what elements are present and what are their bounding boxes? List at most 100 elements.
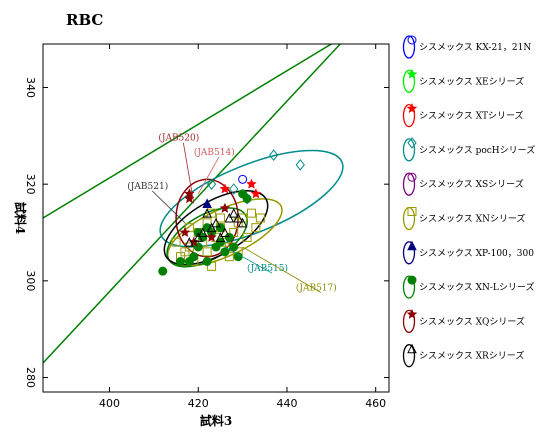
legend-ellipse-0 — [402, 35, 416, 59]
legend-ellipse-5 — [402, 206, 416, 231]
point-s9-1 — [193, 232, 204, 242]
point-s3-3 — [229, 183, 239, 195]
legend-marker-0 — [407, 35, 417, 45]
legend-marker-8 — [406, 308, 418, 319]
point-s8-2 — [219, 202, 231, 213]
point-s7-3 — [202, 257, 212, 266]
legend-label-4: シスメックス XSシリーズ — [419, 178, 524, 190]
point-s5-13 — [242, 232, 252, 242]
legend-ellipse-2 — [402, 103, 416, 128]
legend-ellipse-3 — [402, 138, 416, 162]
x-axis-label: 試料3 — [200, 413, 232, 428]
y-tick-label-3: 340 — [24, 77, 37, 98]
x-tick-label-2: 440 — [276, 397, 297, 410]
axes-frame — [42, 43, 390, 393]
legend-marker-4 — [407, 172, 417, 182]
legend-marker-7 — [407, 275, 417, 285]
point-s8-5 — [206, 231, 217, 242]
legend-marker-5 — [407, 207, 417, 216]
point-s3-0 — [206, 178, 217, 190]
y-axis-label: 試料4 — [13, 202, 28, 234]
legend-label-8: シスメックス XQシリーズ — [419, 315, 525, 327]
y-tick-label-1: 300 — [24, 270, 37, 291]
point-s0-0 — [238, 174, 248, 184]
legend-label-5: シスメックス XNシリーズ — [419, 213, 525, 225]
annotation-label-3: (JAB515) — [247, 263, 288, 274]
x-tick-label-1: 420 — [188, 397, 209, 410]
point-s7-0 — [158, 266, 168, 276]
legend-ellipse-4 — [402, 172, 416, 196]
point-s9-6 — [224, 212, 235, 223]
legend-ellipse-7 — [402, 275, 416, 299]
chart-title: RBC — [66, 11, 103, 29]
legend-label-1: シスメックス XEシリーズ — [419, 75, 524, 87]
point-s3-2 — [295, 159, 305, 171]
point-s2-0 — [219, 183, 231, 194]
legend-label-0: シスメックス KX-21，21N — [419, 42, 531, 53]
point-s9-10 — [202, 208, 212, 218]
point-s5-9 — [224, 252, 234, 262]
annotation-leader-2 — [152, 190, 186, 224]
annotation-leader-4 — [242, 246, 322, 293]
y-tick-label-0: 280 — [24, 367, 37, 388]
point-s7-10 — [233, 252, 243, 262]
x-tick-label-0: 400 — [99, 397, 120, 410]
legend-ellipse-8 — [402, 309, 416, 334]
point-s8-3 — [179, 226, 191, 238]
point-s5-5 — [207, 261, 217, 271]
legend-label-9: シスメックス XRシリーズ — [419, 350, 524, 362]
annotation-leader-0 — [182, 142, 195, 204]
plot-clip-group — [43, 44, 344, 364]
annotation-label-4: (JAB517) — [296, 283, 337, 294]
point-s5-19 — [180, 247, 190, 257]
point-s2-1 — [250, 188, 262, 199]
legend-ellipse-6 — [402, 241, 416, 265]
confidence-ellipse-3 — [159, 149, 344, 248]
reference-line-1 — [43, 44, 341, 364]
point-s7-15 — [176, 257, 186, 266]
legend-marker-1 — [406, 68, 418, 79]
point-s9-3 — [206, 222, 217, 233]
point-s9-7 — [228, 208, 239, 218]
plot-area: (JAB520) (JAB514) (JAB521) (JAB515) (JAB517)… — [24, 43, 390, 410]
legend-label-7: シスメックス XN-Lシリーズ — [419, 281, 534, 293]
point-s9-5 — [220, 227, 230, 237]
point-s5-4 — [202, 247, 212, 257]
point-s7-14 — [189, 252, 199, 262]
legend-ellipse-1 — [402, 69, 416, 93]
annotation-label-0: (JAB520) — [158, 133, 199, 144]
x-tick-label-3: 460 — [365, 397, 386, 410]
point-s9-4 — [211, 217, 221, 228]
legend-marker-2 — [406, 102, 418, 114]
point-s5-14 — [246, 208, 256, 218]
point-s9-8 — [233, 212, 243, 223]
legend-marker-3 — [407, 137, 417, 149]
point-s7-12 — [242, 194, 252, 204]
legend-label-2: シスメックス XTシリーズ — [419, 110, 524, 122]
point-s5-16 — [255, 213, 265, 223]
annotation-leader-1 — [197, 156, 220, 195]
point-s5-21 — [215, 213, 225, 223]
point-s6-0 — [202, 198, 212, 208]
point-s7-8 — [224, 232, 234, 242]
point-s9-9 — [237, 217, 248, 228]
point-s5-24 — [171, 237, 181, 247]
point-s9-0 — [184, 237, 195, 247]
point-s3-1 — [269, 149, 279, 161]
point-s9-2 — [197, 227, 208, 237]
legend-label-3: シスメックス pocHシリーズ — [419, 144, 535, 156]
legend-marker-6 — [407, 240, 417, 251]
point-s5-10 — [229, 228, 239, 237]
point-s2-2 — [246, 178, 257, 189]
legend-label-6: シスメックス XP-100，300 — [419, 248, 534, 259]
point-s5-18 — [184, 223, 194, 233]
point-s5-15 — [251, 223, 261, 233]
legend-marker-9 — [407, 343, 417, 354]
point-s9-11 — [215, 232, 226, 242]
point-s7-16 — [215, 223, 225, 233]
legend-ellipse-9 — [402, 344, 416, 368]
reference-line-0 — [43, 44, 332, 219]
point-s7-7 — [220, 247, 230, 257]
